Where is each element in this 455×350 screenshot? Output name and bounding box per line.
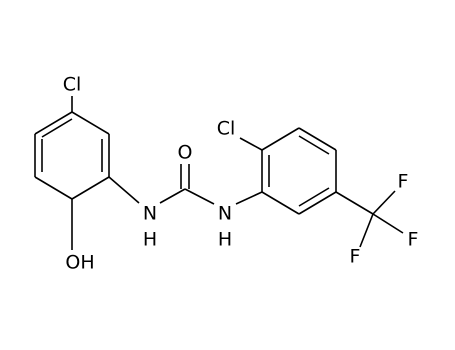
atom-label: Cl — [217, 118, 236, 140]
atom-label: F — [408, 229, 419, 251]
atom-label: H — [218, 229, 232, 251]
atom-label: OH — [65, 252, 94, 274]
atom-label: H — [143, 229, 157, 251]
atom-label: N — [218, 203, 232, 225]
atom-label: N — [143, 203, 157, 225]
atom-label: O — [178, 142, 193, 164]
bonds — [34, 96, 404, 250]
atom-label: F — [350, 246, 361, 268]
atom-label: Cl — [63, 74, 82, 96]
atom-label: F — [398, 171, 409, 193]
